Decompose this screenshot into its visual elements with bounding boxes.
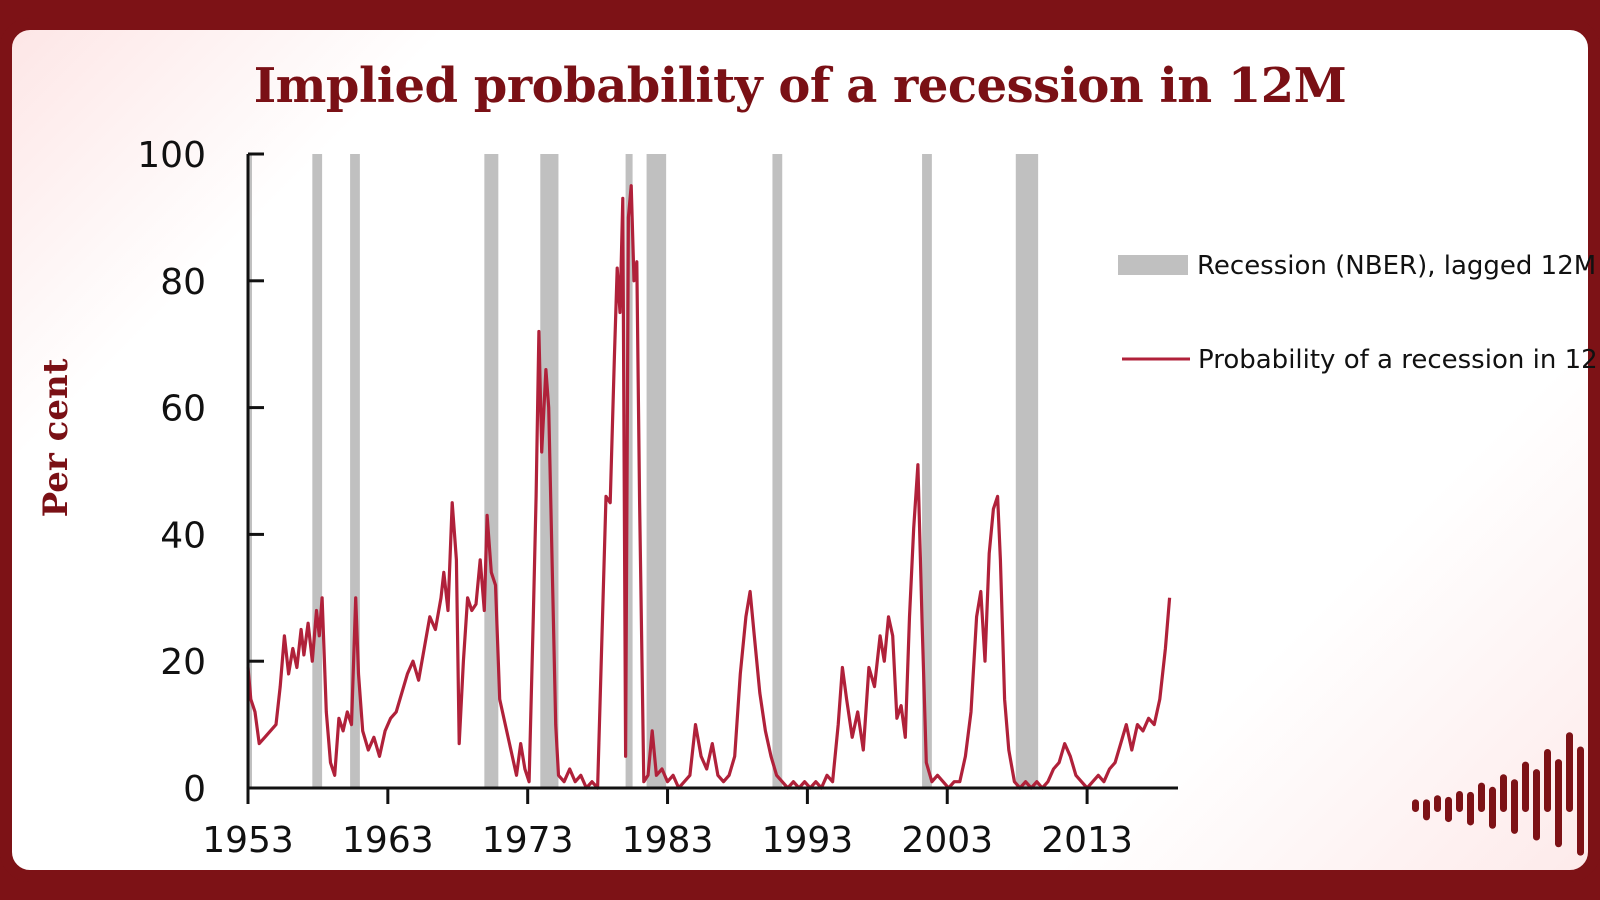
recession-band-2 — [350, 154, 360, 788]
probability-line-group — [246, 184, 1172, 790]
motif-bar-5 — [1467, 791, 1474, 826]
motif-bar-3 — [1445, 796, 1452, 823]
motif-bar-9 — [1511, 779, 1518, 834]
motif-bar-2 — [1434, 795, 1441, 812]
motif-bar-16 — [1588, 715, 1595, 812]
axes — [246, 152, 1178, 804]
motif-bar-4 — [1456, 791, 1463, 812]
legend-label-recession: Recession (NBER), lagged 12M — [1197, 251, 1596, 281]
legend-swatch-recession — [1118, 255, 1188, 275]
y-tick-label-0: 0 — [183, 769, 206, 810]
motif-bar-6 — [1478, 782, 1485, 812]
motif-bar-13 — [1555, 759, 1562, 848]
y-tick-label-80: 80 — [160, 262, 206, 303]
motif-bar-11 — [1533, 769, 1540, 841]
motif-bar-12 — [1544, 749, 1551, 812]
x-tick-label-2013: 2013 — [1041, 820, 1133, 861]
chart-title: Implied probability of a recession in 12… — [253, 58, 1347, 114]
top-band — [0, 0, 1600, 12]
motif-bar-7 — [1489, 786, 1496, 829]
recession-band-7 — [772, 154, 783, 788]
motif-bar-1 — [1423, 799, 1430, 821]
recession-band-1 — [312, 154, 323, 788]
legend-label-probability: Probability of a recession in 12M — [1198, 345, 1600, 375]
bar-motif-decoration — [1412, 715, 1600, 862]
recession-band-9 — [1015, 154, 1039, 788]
recession-band-6 — [646, 154, 667, 788]
x-tick-label-1963: 1963 — [342, 820, 434, 861]
x-tick-label-2003: 2003 — [901, 820, 993, 861]
motif-bar-8 — [1500, 774, 1507, 812]
chart-panel — [0, 18, 1600, 882]
motif-bar-0 — [1412, 799, 1419, 812]
x-tick-labels: 1953 1963 1973 1983 1993 2003 2013 — [202, 820, 1133, 861]
recession-bands — [248, 154, 1039, 788]
y-tick-label-60: 60 — [160, 389, 206, 430]
recession-band-8 — [922, 154, 932, 788]
x-tick-label-1953: 1953 — [202, 820, 294, 861]
y-tick-label-20: 20 — [160, 642, 206, 683]
motif-bar-15 — [1577, 746, 1584, 856]
motif-bar-10 — [1522, 761, 1529, 812]
y-tick-label-40: 40 — [160, 515, 206, 556]
probability-line — [246, 184, 1172, 790]
y-tick-label-100: 100 — [137, 135, 206, 176]
recession-band-3 — [484, 154, 499, 788]
x-tick-label-1983: 1983 — [622, 820, 714, 861]
x-tick-label-1993: 1993 — [762, 820, 854, 861]
legend: Recession (NBER), lagged 12M Probability… — [1118, 251, 1600, 375]
recession-band-0 — [248, 154, 252, 788]
motif-bar-14 — [1566, 732, 1573, 812]
recession-band-5 — [625, 154, 633, 788]
x-tick-label-1973: 1973 — [482, 820, 574, 861]
y-tick-labels: 0 20 40 60 80 100 — [137, 135, 206, 810]
